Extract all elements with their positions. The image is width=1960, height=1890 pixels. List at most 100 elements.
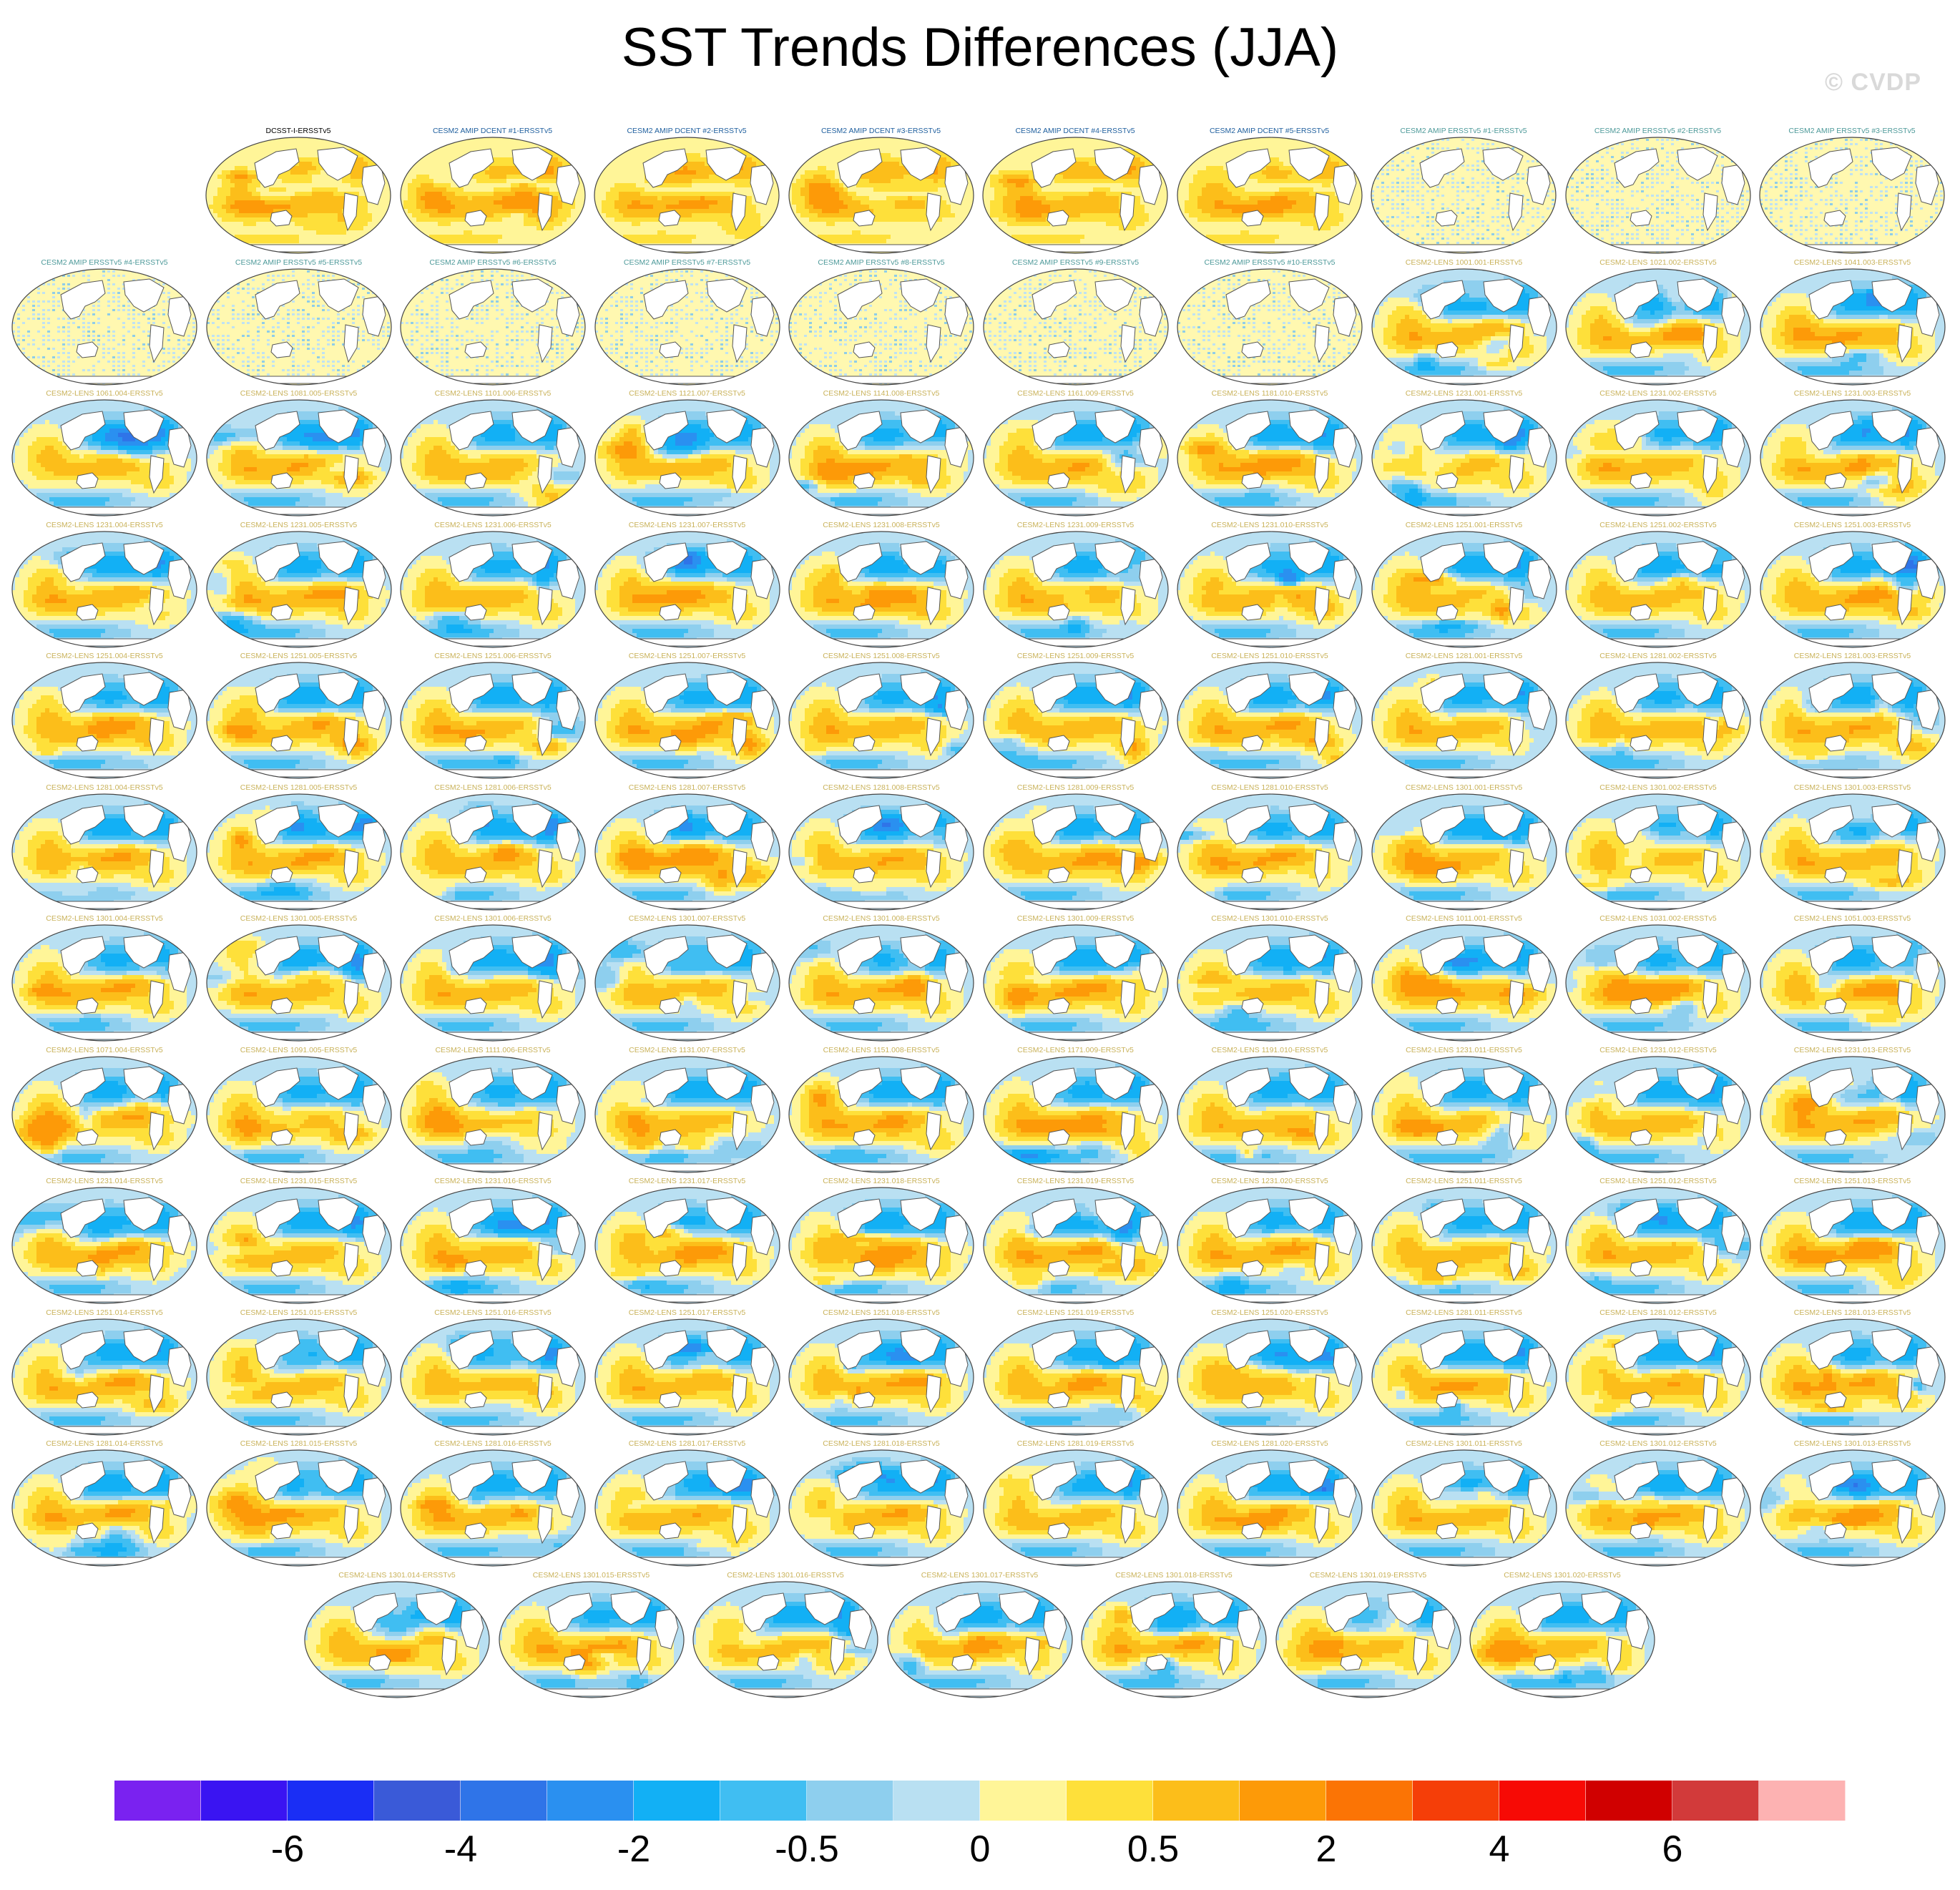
panel-title: CESM2-LENS 1301.011-ERSSTv5: [1356, 1439, 1572, 1449]
panel-title: CESM2-LENS 1091.005-ERSSTv5: [191, 1045, 407, 1055]
panel-title: CESM2-LENS 1301.014-ERSSTv5: [289, 1570, 505, 1580]
map-globe: [788, 1318, 975, 1436]
map-panel: CESM2-LENS 1301.008-ERSSTv5: [788, 914, 975, 1042]
map-globe: [205, 530, 393, 649]
map-globe: [1759, 793, 1946, 911]
map-panel: CESM2-LENS 1251.015-ERSSTv5: [205, 1308, 393, 1436]
colorbar-tick-label: -0.5: [775, 1828, 839, 1871]
colorbar-segment: [980, 1781, 1067, 1821]
map-panel: CESM2-LENS 1281.013-ERSSTv5: [1759, 1308, 1946, 1436]
panel-title: CESM2-LENS 1281.016-ERSSTv5: [385, 1439, 601, 1449]
map-globe: [788, 268, 975, 386]
map-globe: [11, 924, 198, 1042]
map-panel: CESM2 AMIP ERSSTv5 #5-ERSSTv5: [205, 258, 393, 386]
map-globe: [1759, 1449, 1946, 1567]
map-panel: CESM2-LENS 1301.009-ERSSTv5: [982, 914, 1170, 1042]
map-panel: CESM2-LENS 1231.010-ERSSTv5: [1176, 520, 1363, 649]
map-globe: [788, 1055, 975, 1174]
map-globe: [1371, 530, 1558, 649]
map-globe: [399, 1449, 587, 1567]
map-panel: CESM2-LENS 1231.007-ERSSTv5: [594, 520, 781, 649]
colorbar-segment: [114, 1781, 201, 1821]
panel-title: CESM2-LENS 1281.019-ERSSTv5: [968, 1439, 1184, 1449]
panel-title: CESM2-LENS 1301.005-ERSSTv5: [191, 914, 407, 924]
map-panel: CESM2 AMIP ERSSTv5 #1-ERSSTv5: [1370, 126, 1557, 255]
panel-title: CESM2 AMIP ERSSTv5 #5-ERSSTv5: [191, 258, 407, 268]
colorbar-segment: [1586, 1781, 1672, 1821]
panel-title: CESM2-LENS 1281.011-ERSSTv5: [1356, 1308, 1572, 1318]
map-globe: [205, 1055, 393, 1174]
panel-title: CESM2 AMIP ERSSTv5 #10-ERSSTv5: [1162, 258, 1378, 268]
map-panel: CESM2-LENS 1251.004-ERSSTv5: [11, 651, 198, 780]
map-panel: CESM2-LENS 1301.014-ERSSTv5: [303, 1570, 491, 1699]
map-globe: [205, 1318, 393, 1436]
map-panel: CESM2-LENS 1281.004-ERSSTv5: [11, 783, 198, 911]
panel-title: CESM2-LENS 1281.017-ERSSTv5: [579, 1439, 795, 1449]
map-globe: [1176, 1449, 1363, 1567]
colorbar-segment: [201, 1781, 288, 1821]
panel-title: CESM2-LENS 1251.018-ERSSTv5: [773, 1308, 989, 1318]
panel-title: CESM2-LENS 1031.002-ERSSTv5: [1550, 914, 1766, 924]
colorbar-tick-label: -2: [617, 1828, 650, 1871]
map-globe: [1759, 1318, 1946, 1436]
panel-title: CESM2 AMIP ERSSTv5 #2-ERSSTv5: [1550, 126, 1766, 136]
panel-title: CESM2-LENS 1231.011-ERSSTv5: [1356, 1045, 1572, 1055]
map-panel: CESM2 AMIP DCENT #2-ERSSTv5: [593, 126, 780, 255]
map-panel: CESM2-LENS 1251.009-ERSSTv5: [982, 651, 1170, 780]
panel-title: CESM2-LENS 1251.008-ERSSTv5: [773, 651, 989, 661]
map-panel: CESM2-LENS 1251.018-ERSSTv5: [788, 1308, 975, 1436]
map-panel: CESM2-LENS 1251.006-ERSSTv5: [399, 651, 587, 780]
map-panel: CESM2-LENS 1251.001-ERSSTv5: [1371, 520, 1558, 649]
map-panel: CESM2-LENS 1191.010-ERSSTv5: [1176, 1045, 1363, 1174]
panel-title: CESM2-LENS 1281.004-ERSSTv5: [0, 783, 212, 793]
map-panel: CESM2 AMIP DCENT #1-ERSSTv5: [399, 126, 587, 255]
colorbar-tick-label: 0.5: [1127, 1828, 1179, 1871]
map-globe: [1176, 1055, 1363, 1174]
map-globe: [982, 924, 1170, 1042]
panel-title: CESM2-LENS 1251.002-ERSSTv5: [1550, 520, 1766, 530]
map-panel: CESM2-LENS 1281.007-ERSSTv5: [594, 783, 781, 911]
map-panel: CESM2-LENS 1301.013-ERSSTv5: [1759, 1439, 1946, 1567]
colorbar-segment: [1067, 1781, 1153, 1821]
map-globe: [1371, 1318, 1558, 1436]
panel-title: CESM2 AMIP DCENT #3-ERSSTv5: [773, 126, 989, 136]
panel-title: CESM2 AMIP ERSSTv5 #1-ERSSTv5: [1356, 126, 1572, 136]
map-globe: [1176, 1186, 1363, 1305]
map-globe: [982, 1186, 1170, 1305]
map-panel: CESM2-LENS 1251.003-ERSSTv5: [1759, 520, 1946, 649]
panel-title: CESM2-LENS 1251.019-ERSSTv5: [968, 1308, 1184, 1318]
map-globe: [399, 268, 587, 386]
map-panel: CESM2-LENS 1281.003-ERSSTv5: [1759, 651, 1946, 780]
map-panel: CESM2-LENS 1301.004-ERSSTv5: [11, 914, 198, 1042]
map-globe: [399, 924, 587, 1042]
map-panel: CESM2-LENS 1251.020-ERSSTv5: [1176, 1308, 1363, 1436]
map-panel: CESM2-LENS 1141.008-ERSSTv5: [788, 388, 975, 517]
map-globe: [11, 661, 198, 780]
map-globe: [1564, 661, 1752, 780]
panel-title: CESM2-LENS 1181.010-ERSSTv5: [1162, 388, 1378, 398]
panel-title: CESM2-LENS 1151.008-ERSSTv5: [773, 1045, 989, 1055]
panel-title: CESM2-LENS 1231.019-ERSSTv5: [968, 1176, 1184, 1186]
map-globe: [594, 924, 781, 1042]
panel-title: CESM2 AMIP ERSSTv5 #6-ERSSTv5: [385, 258, 601, 268]
map-panel: CESM2-LENS 1281.011-ERSSTv5: [1371, 1308, 1558, 1436]
map-globe: [1080, 1580, 1268, 1699]
panel-title: CESM2-LENS 1231.008-ERSSTv5: [773, 520, 989, 530]
panel-title: CESM2-LENS 1301.008-ERSSTv5: [773, 914, 989, 924]
colorbar-segment: [374, 1781, 461, 1821]
panel-title: CESM2-LENS 1251.017-ERSSTv5: [579, 1308, 795, 1318]
map-globe: [205, 398, 393, 517]
map-globe: [1176, 924, 1363, 1042]
panel-title: CESM2-LENS 1301.001-ERSSTv5: [1356, 783, 1572, 793]
panel-title: CESM2-LENS 1231.006-ERSSTv5: [385, 520, 601, 530]
panel-title: CESM2-LENS 1161.009-ERSSTv5: [968, 388, 1184, 398]
map-panel: CESM2 AMIP DCENT #4-ERSSTv5: [981, 126, 1169, 255]
map-globe: [399, 398, 587, 517]
map-globe: [1564, 1055, 1752, 1174]
map-panel: CESM2-LENS 1231.017-ERSSTv5: [594, 1176, 781, 1305]
map-globe: [982, 793, 1170, 911]
map-panel: CESM2-LENS 1171.009-ERSSTv5: [982, 1045, 1170, 1174]
map-globe: [1564, 1186, 1752, 1305]
panel-title: CESM2-LENS 1301.019-ERSSTv5: [1260, 1570, 1476, 1580]
panel-title: DCSST-I-ERSSTv5: [190, 126, 406, 136]
